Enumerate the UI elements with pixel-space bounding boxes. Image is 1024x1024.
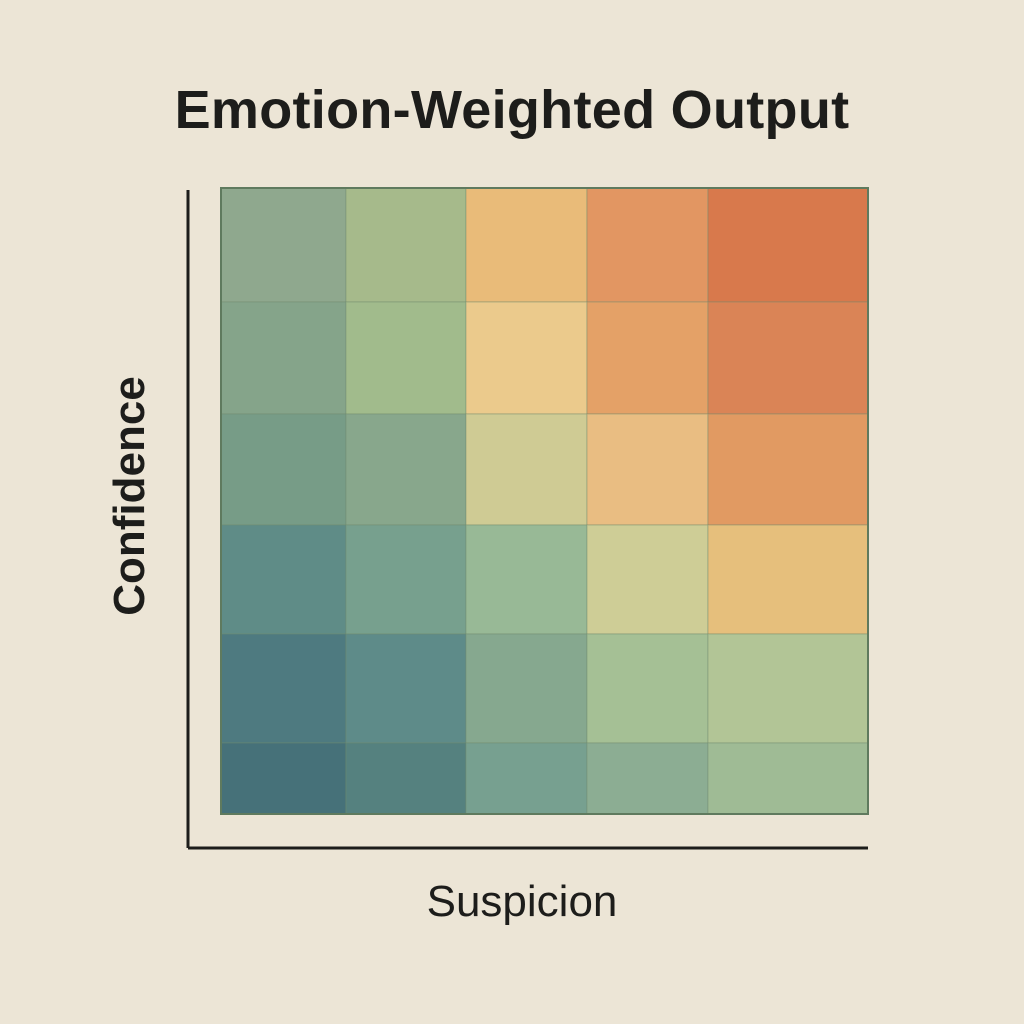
- heatmap-cell-r5-c5: [707, 633, 869, 744]
- heatmap-cell-r5-c1: [220, 633, 347, 744]
- heatmap-cell-r2-c4: [586, 301, 709, 415]
- heatmap-cell-r4-c2: [345, 524, 467, 635]
- heatmap-cell-r1-c4: [586, 187, 709, 303]
- heatmap-cell-r4-c5: [707, 524, 869, 635]
- heatmap-cell-r2-c3: [465, 301, 588, 415]
- heatmap-cell-r6-c5: [707, 742, 869, 815]
- heatmap-cell-r2-c2: [345, 301, 467, 415]
- heatmap-cell-r3-c1: [220, 413, 347, 526]
- heatmap-cell-r5-c4: [586, 633, 709, 744]
- plot-border: [220, 187, 869, 815]
- heatmap-cell-r4-c3: [465, 524, 588, 635]
- heatmap-cell-r1-c3: [465, 187, 588, 303]
- chart-title: Emotion-Weighted Output: [174, 80, 850, 140]
- heatmap-cell-r5-c3: [465, 633, 588, 744]
- heatmap-cell-r4-c4: [586, 524, 709, 635]
- heatmap-cell-r6-c3: [465, 742, 588, 815]
- heatmap-cell-r1-c1: [220, 187, 347, 303]
- heatmap-cell-r4-c1: [220, 524, 347, 635]
- heatmap-cell-r3-c2: [345, 413, 467, 526]
- heatmap-cell-r3-c5: [707, 413, 869, 526]
- heatmap-cell-r1-c2: [345, 187, 467, 303]
- heatmap-cells: [220, 187, 869, 815]
- heatmap-cell-r1-c5: [707, 187, 869, 303]
- heatmap-cell-r3-c4: [586, 413, 709, 526]
- x-axis-label: Suspicion: [426, 877, 618, 926]
- heatmap-cell-r2-c1: [220, 301, 347, 415]
- heatmap-cell-r3-c3: [465, 413, 588, 526]
- heatmap-cell-r2-c5: [707, 301, 869, 415]
- heatmap-cell-r6-c1: [220, 742, 347, 815]
- heatmap-cell-r6-c4: [586, 742, 709, 815]
- heatmap-cell-r6-c2: [345, 742, 467, 815]
- heatmap-cell-r5-c2: [345, 633, 467, 744]
